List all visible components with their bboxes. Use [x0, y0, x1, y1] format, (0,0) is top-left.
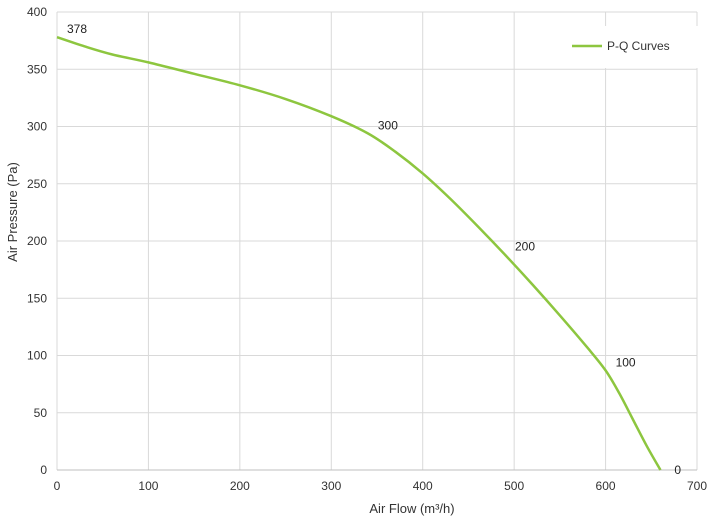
series-layer: [56, 36, 662, 471]
x-tick-label: 400: [413, 479, 433, 493]
y-axis-title: Air Pressure (Pa): [5, 162, 20, 262]
point-label: 0: [674, 463, 681, 477]
y-tick-label: 150: [27, 291, 47, 305]
legend: P-Q Curves: [558, 26, 698, 68]
y-tick-label: 100: [27, 349, 47, 363]
point-label: 100: [616, 355, 636, 369]
axes: 0 100 200 300 400 500 600 700 0 50 100 150 200 250 300…: [27, 5, 707, 493]
x-tick-label: 500: [504, 479, 524, 493]
x-axis-title: Air Flow (m³/h): [369, 501, 454, 516]
series-line-0: [56, 36, 662, 471]
y-tick-label: 300: [27, 120, 47, 134]
x-tick-label: 600: [596, 479, 616, 493]
y-tick-label: 400: [27, 5, 47, 19]
y-tick-label: 200: [27, 234, 47, 248]
y-tick-label: 50: [34, 406, 48, 420]
x-tick-label: 100: [138, 479, 158, 493]
point-labels: 378 300 200 100 0: [67, 22, 681, 477]
x-tick-label: 700: [687, 479, 707, 493]
x-tick-label: 300: [321, 479, 341, 493]
x-tick-label: 0: [54, 479, 61, 493]
point-label: 378: [67, 22, 87, 36]
x-tick-label: 200: [230, 479, 250, 493]
y-tick-label: 350: [27, 62, 47, 76]
point-label: 300: [378, 118, 398, 132]
y-tick-label: 0: [40, 463, 47, 477]
y-tick-label: 250: [27, 177, 47, 191]
point-label: 200: [515, 240, 535, 254]
grid: [56, 11, 698, 471]
legend-label: P-Q Curves: [607, 39, 670, 53]
